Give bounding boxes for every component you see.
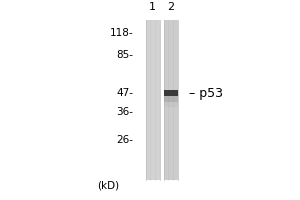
- Text: 26-: 26-: [116, 135, 134, 145]
- Bar: [164, 20, 178, 180]
- Bar: [164, 96, 178, 102]
- Text: 36-: 36-: [116, 107, 134, 117]
- Text: (kD): (kD): [97, 180, 119, 190]
- Bar: [164, 90, 178, 96]
- Bar: [146, 20, 160, 180]
- Bar: [164, 96, 178, 107]
- Text: 85-: 85-: [116, 50, 134, 60]
- Text: 2: 2: [167, 2, 174, 12]
- Text: 118-: 118-: [110, 28, 134, 38]
- Text: – p53: – p53: [189, 86, 223, 99]
- Text: 1: 1: [149, 2, 156, 12]
- Text: 47-: 47-: [116, 88, 134, 98]
